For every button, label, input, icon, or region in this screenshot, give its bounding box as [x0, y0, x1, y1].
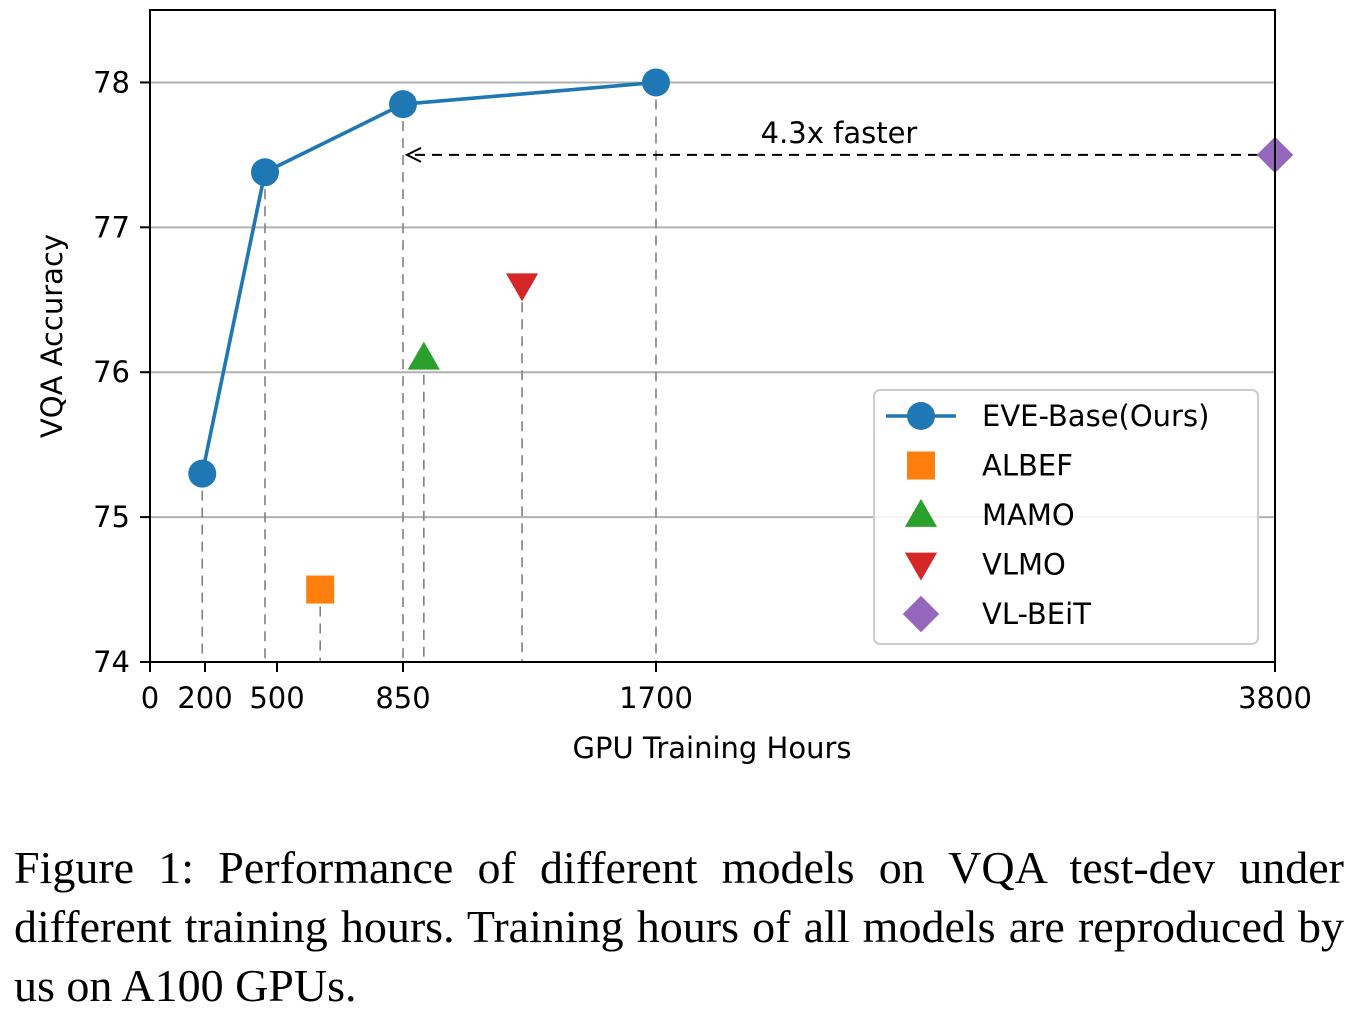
- y-tick-label: 77: [93, 210, 130, 244]
- data-point: [251, 158, 279, 187]
- series-vlmo: [505, 273, 539, 302]
- legend-marker: [902, 595, 940, 633]
- y-tick-label: 74: [93, 645, 130, 679]
- series-line: [200, 80, 657, 475]
- legend-marker: [907, 402, 935, 430]
- annotation-text: 4.3x faster: [761, 116, 918, 150]
- legend-item: VL-BEiT: [902, 595, 1091, 633]
- legend-label: MAMO: [982, 498, 1075, 532]
- legend-marker: [904, 498, 938, 527]
- legend-label: VL-BEiT: [982, 597, 1091, 631]
- data-point: [188, 459, 217, 488]
- legend-item: ALBEF: [907, 449, 1073, 483]
- legend-item: EVE-Base(Ours): [886, 399, 1209, 433]
- figure-caption: Figure 1: Performance of different model…: [14, 842, 1344, 1011]
- series-mamo: [407, 341, 440, 370]
- series-albef: [306, 575, 335, 604]
- legend-label: VLMO: [982, 548, 1066, 582]
- x-tick-label: 1700: [619, 681, 693, 715]
- y-tick-label: 78: [93, 65, 130, 99]
- y-axis-label: VQA Accuracy: [35, 234, 69, 438]
- x-axis-ticks: 0 200 500 850 1700 3800: [141, 662, 1312, 715]
- x-tick-label: 3800: [1238, 681, 1312, 715]
- arrow-head: [404, 146, 422, 163]
- data-point: [306, 575, 335, 604]
- legend-label: ALBEF: [982, 449, 1073, 483]
- speedup-annotation: 4.3x faster: [404, 116, 1275, 163]
- legend-marker: [904, 552, 938, 581]
- legend-box: [873, 389, 1259, 645]
- x-tick-label: 200: [177, 681, 232, 715]
- x-tick-label: 500: [249, 681, 304, 715]
- plot-frame: [149, 9, 1276, 663]
- data-point: [407, 341, 440, 370]
- legend-marker: [907, 451, 935, 480]
- legend: EVE-Base(Ours) ALBEF MAMO VLMO VL-BEiT: [873, 389, 1259, 645]
- y-tick-label: 76: [93, 355, 130, 389]
- legend-label: EVE-Base(Ours): [982, 399, 1209, 433]
- vqa-accuracy-chart: 4.3x faster 0 200 500 850 1700 3800 747576777…: [35, 9, 1312, 765]
- legend-item: MAMO: [904, 498, 1075, 532]
- x-tick-label: 0: [141, 681, 159, 715]
- data-point: [642, 68, 670, 97]
- legend-item: VLMO: [904, 548, 1066, 582]
- x-axis-label: GPU Training Hours: [572, 731, 851, 765]
- y-axis-ticks: 74 75 76 77 78: [93, 65, 150, 679]
- vertical-drop-lines: [201, 82, 1276, 662]
- y-tick-label: 75: [93, 500, 130, 534]
- data-point: [505, 273, 539, 302]
- data-point: [389, 90, 417, 119]
- x-tick-label: 850: [375, 681, 430, 715]
- series-eve-base-ours: [188, 68, 670, 488]
